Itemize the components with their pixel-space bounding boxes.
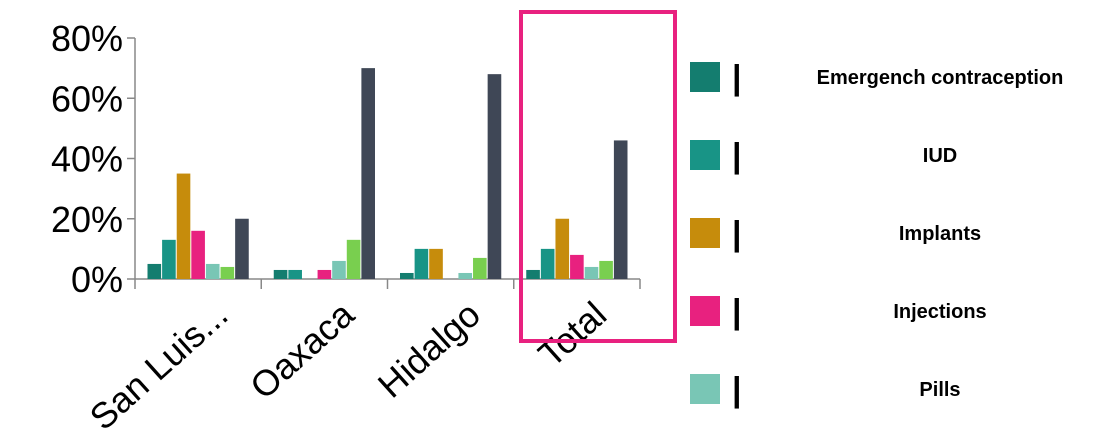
legend-marker: | — [732, 138, 742, 174]
bar — [206, 264, 220, 279]
bar — [347, 240, 361, 279]
legend-item: | Pills — [690, 372, 1110, 412]
x-tick-label: San Luis... — [82, 293, 236, 437]
bar — [162, 240, 176, 279]
bar — [429, 249, 443, 279]
legend-item: | Emergench contraception — [690, 60, 1110, 100]
bar — [458, 273, 472, 279]
legend-label: Injections — [770, 300, 1110, 324]
legend-marker: | — [732, 60, 742, 96]
y-tick-label: 20% — [51, 199, 123, 240]
bar — [274, 270, 288, 279]
legend-marker: | — [732, 216, 742, 252]
legend-label: Implants — [770, 222, 1110, 246]
y-axis: 0% 20% 40% 60% 80% — [51, 18, 135, 300]
y-tick-label: 0% — [71, 259, 123, 300]
legend-item: | Implants — [690, 216, 1110, 256]
bar — [221, 267, 235, 279]
bar — [332, 261, 346, 279]
legend-label: Emergench contraception — [770, 66, 1110, 90]
legend-label: IUD — [770, 144, 1110, 168]
bar — [177, 174, 191, 279]
bar — [361, 68, 375, 279]
x-tick-label: Oaxaca — [242, 293, 362, 407]
highlight-box-total — [519, 10, 677, 343]
legend-swatch — [690, 296, 720, 326]
bar — [235, 219, 249, 279]
legend-label: Pills — [770, 378, 1110, 402]
legend-swatch — [690, 62, 720, 92]
bar — [488, 74, 502, 279]
y-tick-label: 60% — [51, 78, 123, 119]
bar — [148, 264, 162, 279]
y-tick-label: 40% — [51, 139, 123, 180]
x-tick-label: Hidalgo — [370, 293, 488, 405]
legend-marker: | — [732, 294, 742, 330]
bar — [191, 231, 205, 279]
legend-swatch — [690, 140, 720, 170]
bar — [415, 249, 429, 279]
legend-item: | Injections — [690, 294, 1110, 334]
y-tick-label: 80% — [51, 18, 123, 59]
bar — [473, 258, 487, 279]
bar — [400, 273, 414, 279]
bar — [288, 270, 302, 279]
legend-marker: | — [732, 372, 742, 408]
legend-item: | IUD — [690, 138, 1110, 178]
legend-swatch — [690, 374, 720, 404]
bar — [318, 270, 332, 279]
legend-swatch — [690, 218, 720, 248]
